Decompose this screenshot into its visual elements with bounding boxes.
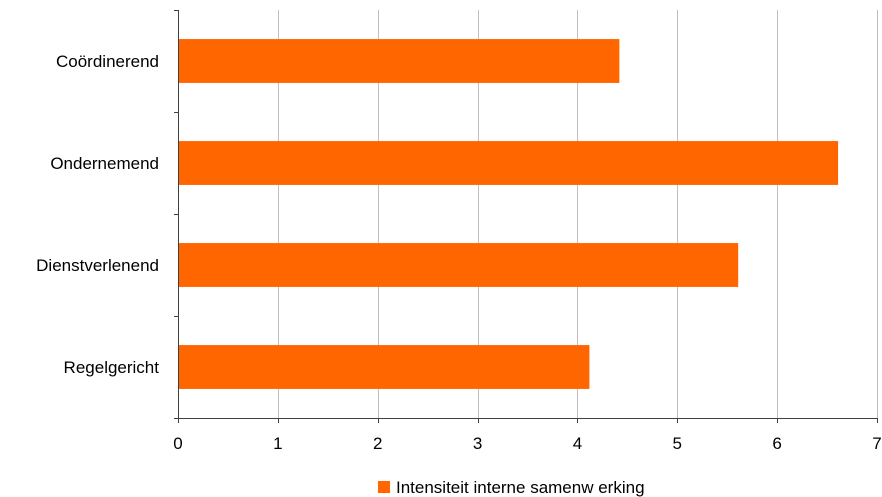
category-label-2: Dienstverlenend — [36, 256, 159, 275]
x-tick-label-5: 5 — [673, 434, 682, 453]
x-tick-label-1: 1 — [273, 434, 282, 453]
legend-label: Intensiteit interne samenw erking — [396, 478, 645, 497]
x-tick-labels: 0 1 2 3 4 5 6 7 — [173, 434, 881, 453]
bar-1 — [178, 141, 839, 185]
category-label-0: Coördinerend — [56, 52, 159, 71]
x-tick-label-7: 7 — [872, 434, 881, 453]
bar-2 — [178, 243, 739, 287]
bar-3 — [178, 345, 590, 389]
axes — [174, 10, 878, 423]
bars — [178, 39, 839, 389]
legend: Intensiteit interne samenw erking — [378, 478, 645, 497]
category-label-1: Ondernemend — [50, 154, 159, 173]
x-tick-label-2: 2 — [373, 434, 382, 453]
bar-0 — [178, 39, 620, 83]
category-labels: Coördinerend Ondernemend Dienstverlenend Re… — [36, 52, 159, 377]
x-tick-label-0: 0 — [173, 434, 182, 453]
x-tick-label-3: 3 — [473, 434, 482, 453]
legend-swatch — [378, 481, 390, 493]
category-label-3: Regelgericht — [64, 358, 160, 377]
x-tick-label-6: 6 — [772, 434, 781, 453]
x-tick-label-4: 4 — [573, 434, 582, 453]
